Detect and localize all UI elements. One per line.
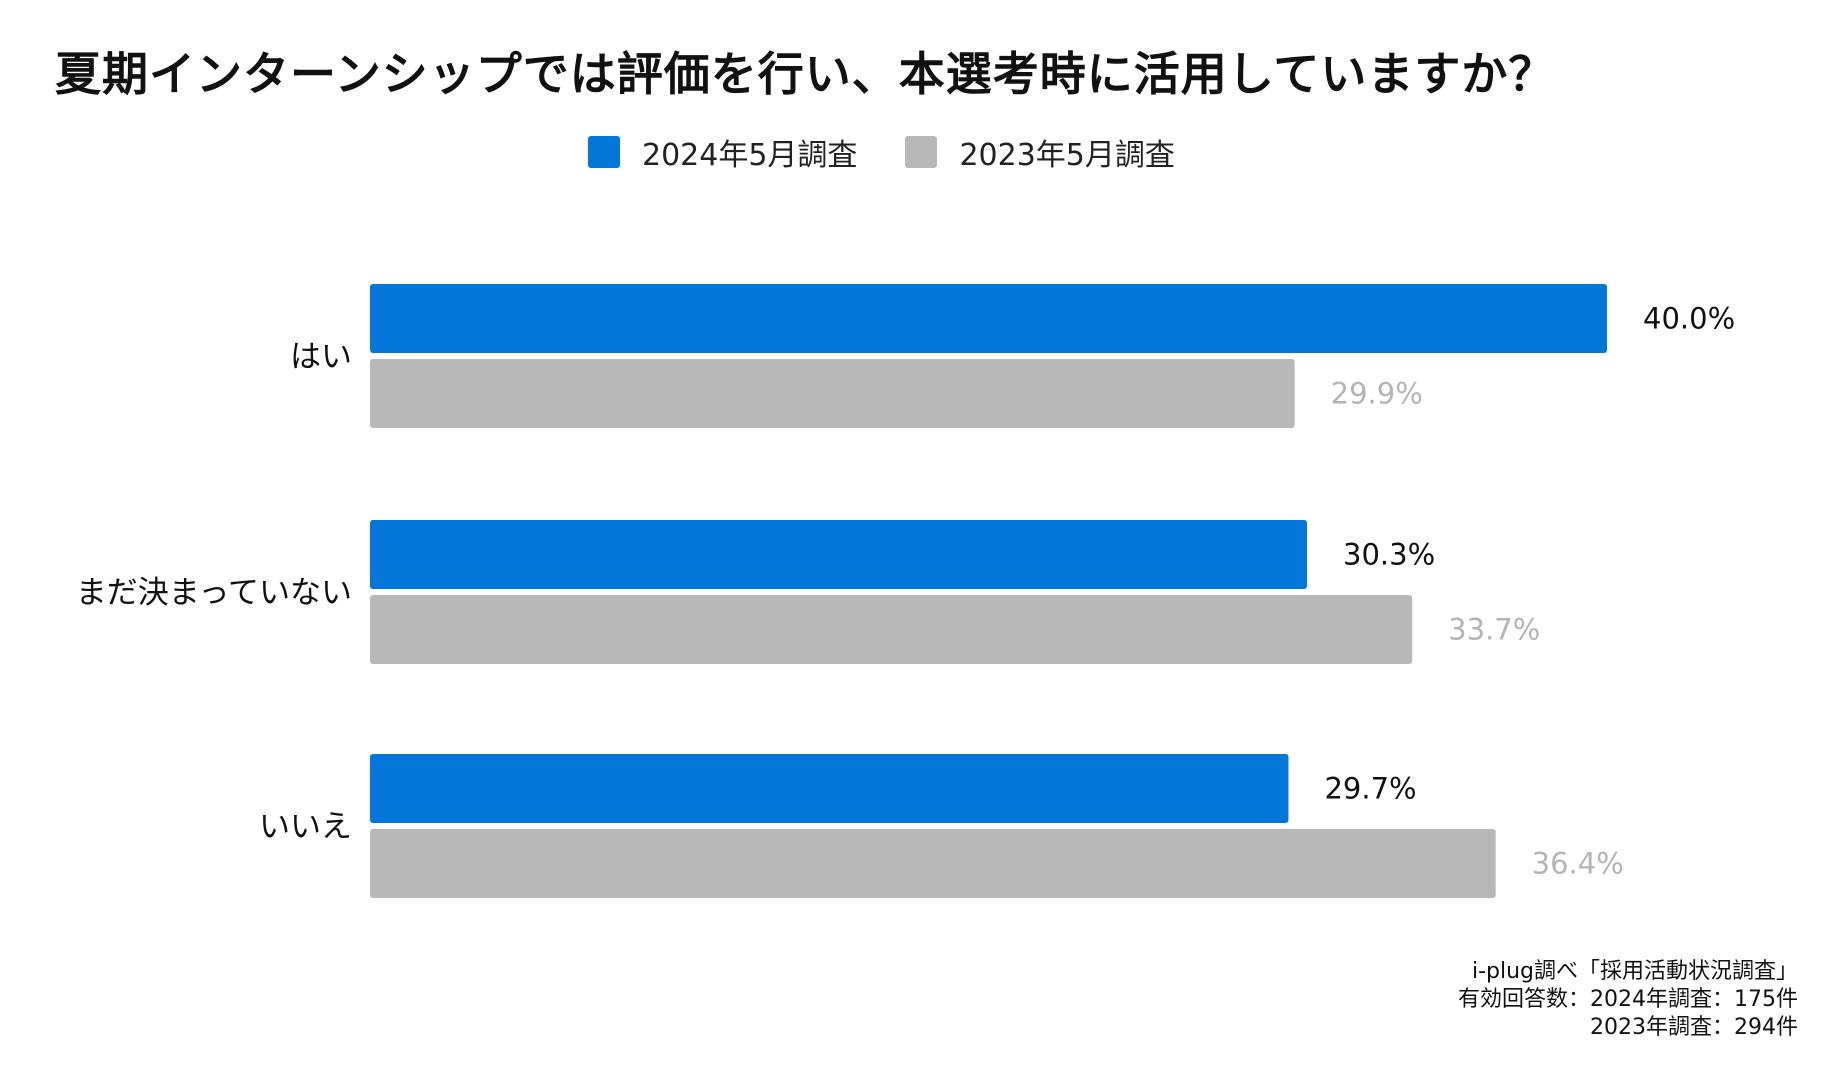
data-label-2024: 40.0% — [1643, 302, 1735, 336]
data-label-2024: 30.3% — [1343, 538, 1435, 572]
category-label: いいえ — [259, 809, 352, 845]
legend-swatch-2024 — [588, 136, 620, 168]
legend: 2024年5月調査 2023年5月調査 — [588, 130, 1223, 174]
legend-swatch-2023 — [905, 136, 938, 168]
data-label-2023: 29.9% — [1331, 377, 1423, 411]
legend-label-2023: 2023年5月調査 — [959, 138, 1175, 173]
source-line-1: i-plug調べ「採用活動状況調査」 — [1471, 959, 1798, 984]
bar-2024 — [370, 284, 1607, 353]
source-note: i-plug調べ「採用活動状況調査」 有効回答数：2024年調査：175件 20… — [1458, 958, 1798, 1042]
bar-2023 — [370, 359, 1295, 428]
legend-item-2023: 2023年5月調査 — [905, 130, 1175, 174]
source-line-2: 有効回答数：2024年調査：175件 — [1458, 987, 1798, 1012]
category-label: まだ決まっていない — [76, 575, 352, 611]
legend-label-2024: 2024年5月調査 — [642, 138, 858, 173]
chart-title: 夏期インターンシップでは評価を行い、本選考時に活用していますか？ — [55, 47, 1556, 101]
bar-2023 — [370, 829, 1496, 898]
data-label-2024: 29.7% — [1324, 772, 1416, 806]
source-line-3: 2023年調査：294件 — [1590, 1015, 1798, 1040]
bar-2024 — [370, 520, 1308, 589]
legend-item-2024: 2024年5月調査 — [588, 130, 857, 174]
data-label-2023: 36.4% — [1532, 847, 1624, 881]
bar-2024 — [370, 754, 1289, 823]
bar-2023 — [370, 595, 1413, 664]
data-label-2023: 33.7% — [1448, 613, 1540, 647]
category-label: はい — [290, 339, 352, 375]
